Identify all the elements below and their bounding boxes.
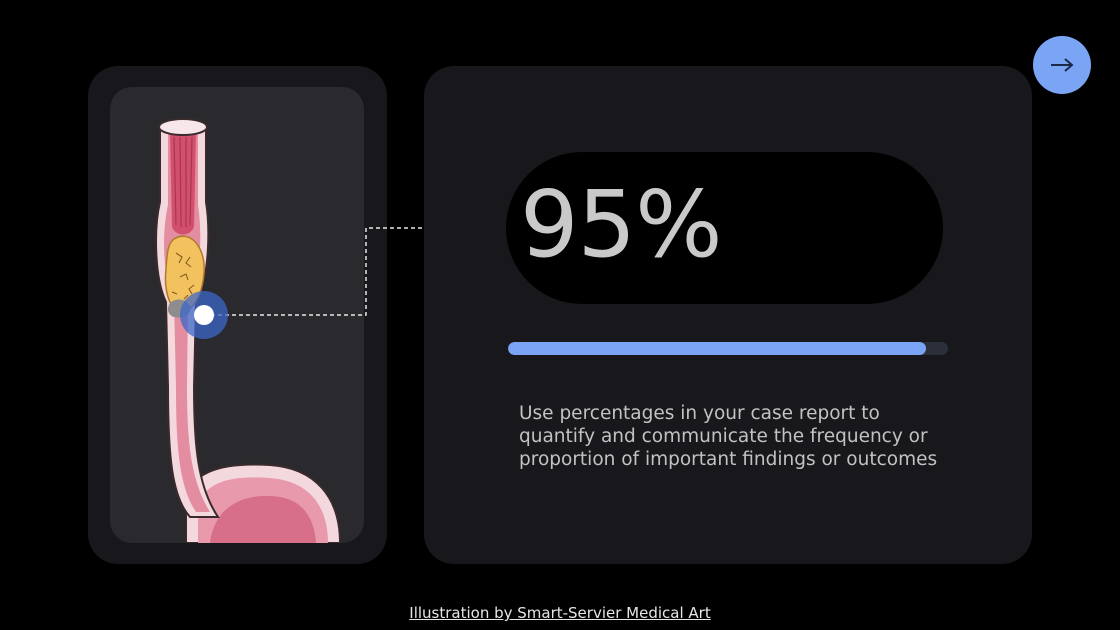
stat-pill: 95%: [506, 152, 943, 304]
progress-fill: [508, 342, 926, 355]
illustration-panel: [110, 87, 364, 543]
description-text: Use percentages in your case report to q…: [519, 403, 938, 470]
credit-link[interactable]: Illustration by Smart-Servier Medical Ar…: [409, 604, 711, 622]
esophagus-illustration: [155, 118, 342, 543]
illustration-card: [88, 66, 387, 564]
arrow-right-icon: [1051, 58, 1074, 72]
stat-card: 95% Use percentages in your case report …: [424, 66, 1032, 564]
stat-value: 95%: [520, 171, 722, 278]
progress-bar: [508, 342, 948, 355]
credit-footer: Illustration by Smart-Servier Medical Ar…: [0, 603, 1120, 623]
next-button[interactable]: [1033, 36, 1091, 94]
